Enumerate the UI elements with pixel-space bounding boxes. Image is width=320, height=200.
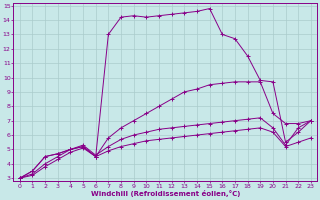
X-axis label: Windchill (Refroidissement éolien,°C): Windchill (Refroidissement éolien,°C) <box>91 190 240 197</box>
